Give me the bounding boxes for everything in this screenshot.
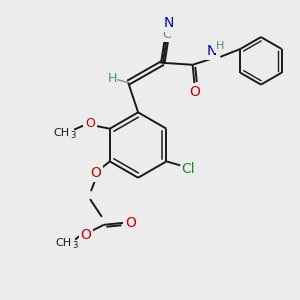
Text: O: O [189,85,200,98]
Text: O: O [91,166,101,180]
Text: H: H [108,72,117,85]
Text: C: C [163,28,171,40]
Text: 3: 3 [72,241,78,250]
Text: 3: 3 [70,131,76,140]
Text: N: N [206,44,217,58]
Text: N: N [164,16,174,30]
Text: O: O [85,117,95,130]
Text: O: O [125,216,136,230]
Text: CH: CH [55,238,71,248]
Text: CH: CH [53,128,69,138]
Text: Cl: Cl [182,162,195,176]
Text: O: O [81,228,92,242]
Text: H: H [216,41,224,51]
